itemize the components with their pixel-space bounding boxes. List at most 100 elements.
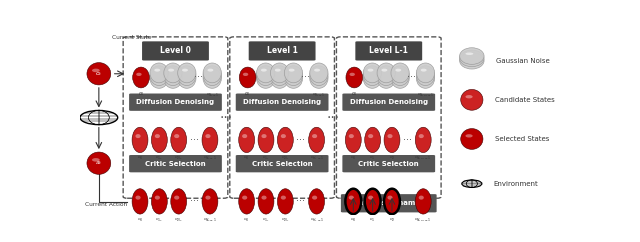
Ellipse shape (275, 69, 281, 72)
Ellipse shape (387, 196, 392, 200)
Ellipse shape (346, 127, 361, 153)
Text: $o_{2l_0}$: $o_{2l_0}$ (174, 216, 183, 224)
Ellipse shape (460, 53, 484, 69)
Ellipse shape (461, 129, 483, 149)
Text: Level 0: Level 0 (160, 46, 191, 55)
Ellipse shape (417, 68, 435, 88)
Text: Environment: Environment (493, 181, 538, 187)
Ellipse shape (460, 48, 484, 64)
Ellipse shape (92, 69, 100, 72)
Text: Selected States: Selected States (495, 136, 549, 142)
Text: $o_{N_{L-1}-1}$: $o_{N_{L-1}-1}$ (417, 91, 434, 99)
Ellipse shape (284, 68, 303, 88)
Ellipse shape (396, 69, 401, 72)
Text: Current Action: Current Action (85, 202, 127, 207)
Text: ···: ··· (190, 197, 199, 206)
FancyBboxPatch shape (129, 155, 222, 172)
FancyBboxPatch shape (129, 93, 222, 111)
Ellipse shape (203, 68, 221, 88)
Ellipse shape (164, 63, 182, 83)
Text: ···: ··· (403, 135, 412, 145)
Text: $a_t$: $a_t$ (95, 159, 102, 167)
Ellipse shape (257, 68, 275, 88)
Ellipse shape (289, 69, 294, 72)
Ellipse shape (164, 66, 182, 85)
Text: $o_1$: $o_1$ (369, 216, 376, 224)
Text: $o_2$: $o_2$ (389, 216, 395, 224)
Ellipse shape (363, 68, 381, 88)
Ellipse shape (349, 196, 354, 200)
Text: $o_0$: $o_0$ (243, 155, 250, 162)
FancyBboxPatch shape (342, 155, 435, 172)
Ellipse shape (310, 66, 328, 85)
Ellipse shape (308, 127, 324, 153)
Ellipse shape (363, 66, 381, 85)
Ellipse shape (465, 53, 474, 55)
Ellipse shape (239, 67, 256, 88)
Ellipse shape (365, 127, 381, 153)
Text: $o_2$: $o_2$ (389, 155, 395, 162)
FancyBboxPatch shape (355, 41, 422, 60)
Ellipse shape (465, 95, 473, 98)
Ellipse shape (419, 196, 424, 200)
Ellipse shape (284, 66, 303, 85)
Text: ···: ··· (296, 197, 305, 206)
Text: Current State: Current State (112, 35, 152, 40)
Ellipse shape (258, 189, 274, 214)
FancyBboxPatch shape (236, 155, 328, 172)
Ellipse shape (155, 134, 160, 138)
Ellipse shape (277, 189, 293, 214)
Ellipse shape (381, 69, 387, 72)
Ellipse shape (368, 196, 373, 200)
FancyBboxPatch shape (236, 93, 328, 111)
Ellipse shape (346, 189, 361, 214)
Text: Diffusion Denoising: Diffusion Denoising (243, 99, 321, 105)
Text: $o_0$: $o_0$ (137, 155, 143, 162)
Text: $o_0$: $o_0$ (350, 155, 356, 162)
Ellipse shape (271, 63, 289, 83)
Ellipse shape (284, 63, 303, 83)
Text: $o_{N_{L-1}-1}$: $o_{N_{L-1}-1}$ (415, 216, 432, 224)
Ellipse shape (242, 134, 247, 138)
Text: $o_{N_{L-1}-1}$: $o_{N_{L-1}-1}$ (415, 155, 432, 162)
Text: Critic Selection: Critic Selection (145, 161, 206, 167)
Ellipse shape (271, 68, 289, 88)
Ellipse shape (87, 152, 111, 174)
Ellipse shape (391, 68, 409, 88)
Ellipse shape (368, 134, 373, 138)
Ellipse shape (261, 69, 267, 72)
Text: $o_{N_0-1}$: $o_{N_0-1}$ (205, 91, 219, 99)
Text: ···: ··· (190, 135, 199, 145)
Ellipse shape (391, 66, 409, 85)
Text: ···: ··· (301, 73, 310, 83)
Text: $o_{1_1}$: $o_{1_1}$ (262, 155, 270, 162)
Text: $o_0$: $o_0$ (244, 90, 251, 98)
Ellipse shape (202, 127, 218, 153)
Text: Level L-1: Level L-1 (369, 46, 408, 55)
Ellipse shape (346, 67, 363, 88)
Ellipse shape (415, 189, 431, 214)
Ellipse shape (171, 127, 187, 153)
Circle shape (462, 180, 482, 188)
Ellipse shape (365, 189, 381, 214)
Ellipse shape (168, 69, 174, 72)
Text: ···: ··· (296, 135, 305, 145)
Ellipse shape (367, 69, 374, 72)
Text: $o_0$: $o_0$ (243, 216, 250, 224)
Ellipse shape (164, 68, 182, 88)
Ellipse shape (257, 66, 275, 85)
Ellipse shape (387, 134, 392, 138)
Text: $o_0$: $o_0$ (137, 216, 143, 224)
Ellipse shape (239, 189, 255, 214)
Ellipse shape (271, 66, 289, 85)
Ellipse shape (377, 66, 396, 85)
Ellipse shape (171, 189, 187, 214)
Ellipse shape (87, 63, 111, 85)
Ellipse shape (243, 73, 248, 76)
FancyBboxPatch shape (342, 93, 435, 111)
Ellipse shape (363, 63, 381, 83)
Text: $o_0$: $o_0$ (138, 90, 145, 98)
Ellipse shape (384, 127, 400, 153)
Text: $o_{N_0-1}$: $o_{N_0-1}$ (203, 155, 217, 162)
Ellipse shape (132, 67, 149, 88)
